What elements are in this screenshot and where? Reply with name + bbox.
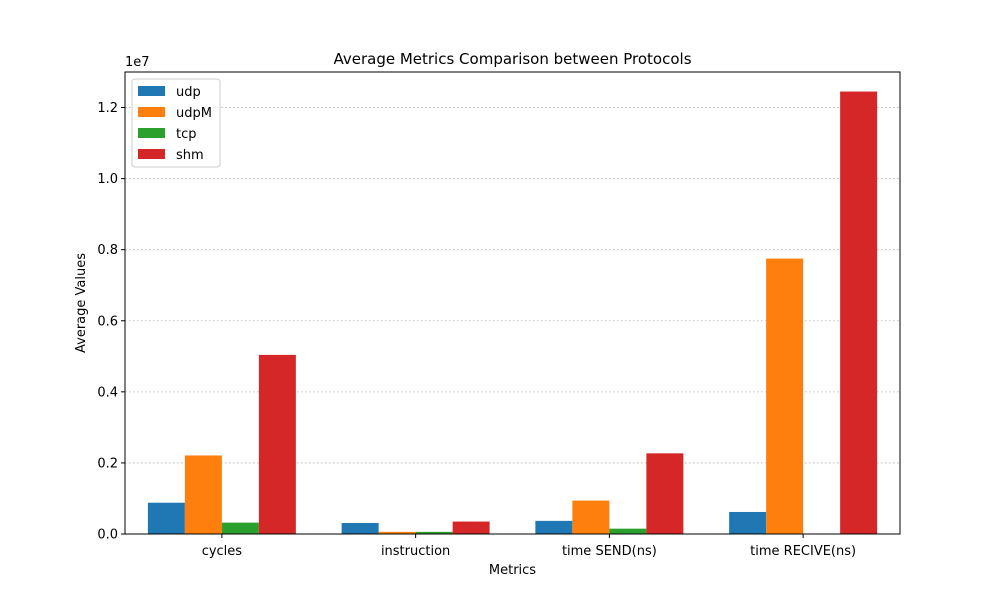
legend-swatch-udp <box>138 86 165 96</box>
x-axis-label: Metrics <box>489 563 536 578</box>
legend: udp udpM tcp shm <box>131 78 221 168</box>
bar-shm <box>452 521 490 534</box>
bar-shm <box>258 354 296 534</box>
bars <box>147 91 878 535</box>
legend-swatch-udpM <box>138 107 165 117</box>
bar-udpM <box>184 455 222 534</box>
bar-udp <box>147 502 185 534</box>
legend-label-tcp: tcp <box>176 127 197 142</box>
legend-swatch-tcp <box>138 128 165 138</box>
y-tick-label: 1.2 <box>97 101 118 116</box>
bar-udpM <box>378 531 416 534</box>
y-axis-scale-multiplier: 1e7 <box>125 55 150 70</box>
y-tick-label: 0.2 <box>97 456 118 471</box>
y-axis-label: Average Values <box>74 253 89 353</box>
legend-box <box>131 78 221 168</box>
bar-tcp <box>609 528 647 534</box>
x-tick-label: cycles <box>202 544 243 559</box>
bar-shm <box>840 91 878 535</box>
y-tick-label: 0.8 <box>97 243 118 258</box>
bar-shm <box>646 453 684 534</box>
bar-udpM <box>572 500 610 534</box>
bar-udp <box>729 511 767 534</box>
axis-ticks: 0.0 0.2 0.4 0.6 0.8 1.0 1.2 cycles instruction ti… <box>97 101 856 559</box>
y-tick-label: 1.0 <box>97 172 118 187</box>
y-tick-label: 0.4 <box>97 385 118 400</box>
legend-label-udpM: udpM <box>176 106 212 121</box>
bar-udp <box>535 520 573 534</box>
y-tick-label: 0.0 <box>97 528 118 543</box>
legend-swatch-shm <box>138 149 165 159</box>
chart-title: Average Metrics Comparison between Proto… <box>333 50 691 68</box>
bar-udpM <box>766 258 804 534</box>
x-tick-label: time RECIVE(ns) <box>750 544 856 559</box>
x-tick-label: instruction <box>381 544 450 559</box>
bar-tcp <box>415 531 453 534</box>
legend-label-shm: shm <box>176 148 204 163</box>
bar-tcp <box>221 522 259 534</box>
x-tick-label: time SEND(ns) <box>562 544 657 559</box>
legend-label-udp: udp <box>176 85 201 100</box>
y-tick-label: 0.6 <box>97 314 118 329</box>
bar-udp <box>341 522 379 534</box>
plot-frame <box>124 71 901 535</box>
